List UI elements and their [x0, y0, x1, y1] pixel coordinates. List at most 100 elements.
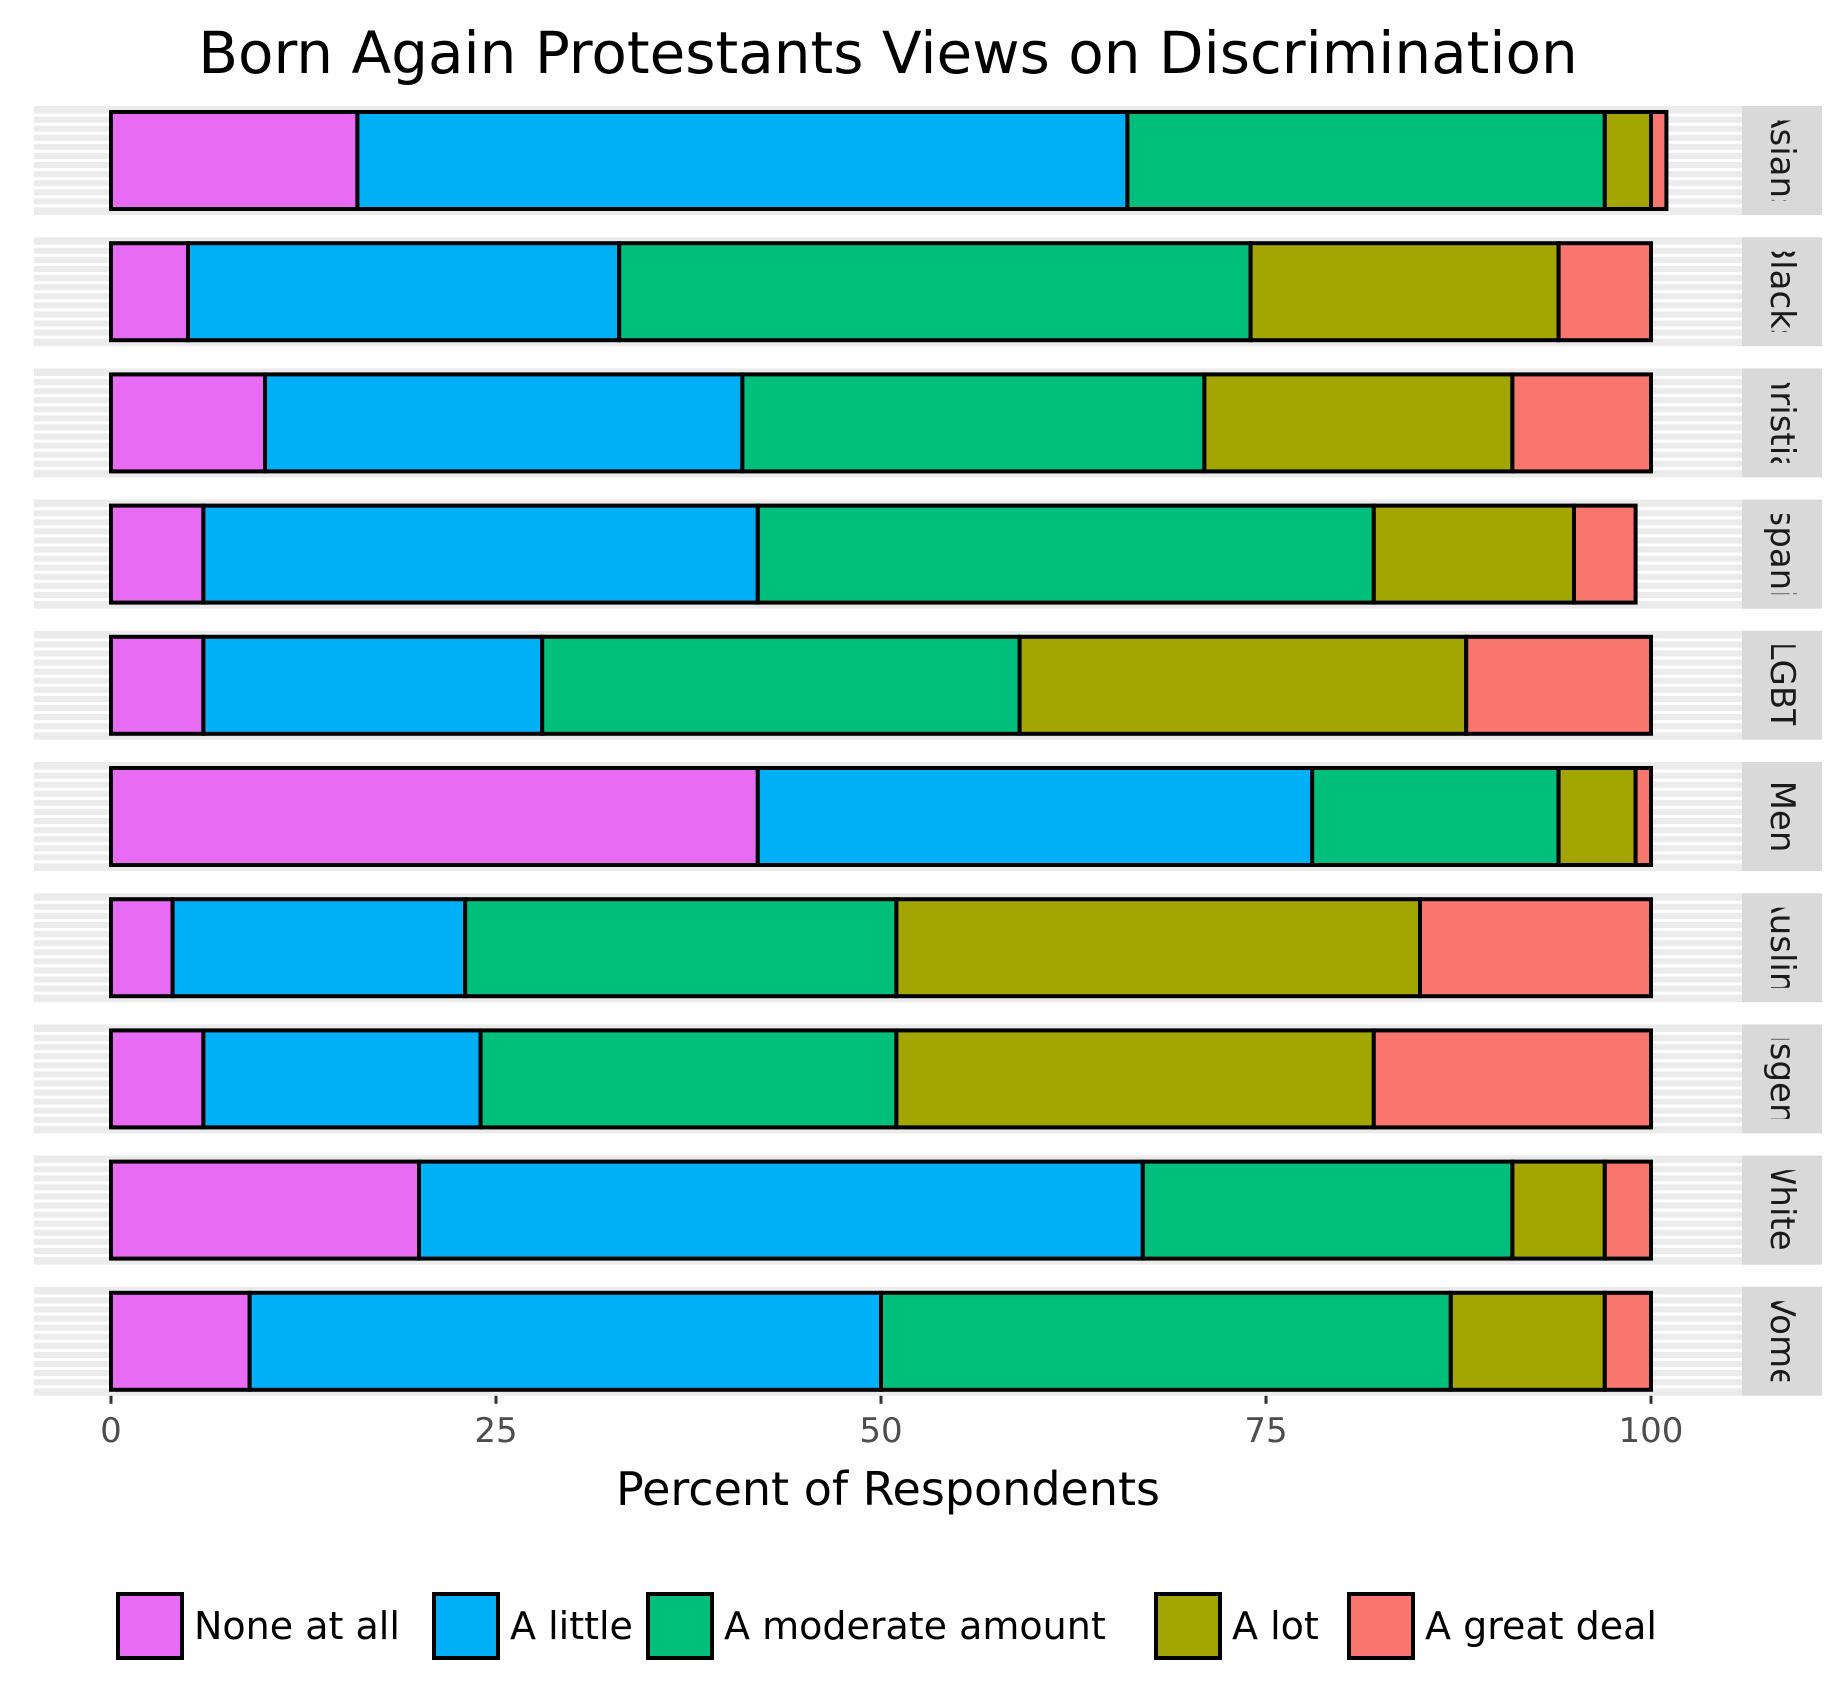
facet-strip: [1742, 368, 1822, 478]
bar-segment-a-great-deal: [1602, 1159, 1654, 1261]
bar-segment-a-lot: [1556, 766, 1638, 867]
bar-segment-a-lot: [1017, 634, 1469, 736]
legend-item-a-great-deal: A great deal: [1347, 1592, 1657, 1660]
facet-strip: [1742, 762, 1822, 871]
bar-segment-a-little: [201, 634, 545, 736]
facet-strip: [1742, 106, 1822, 215]
bar-segment-none-at-all: [109, 110, 360, 211]
legend-swatch: [646, 1592, 714, 1660]
facet-panel-hispanics: spani: [34, 499, 1822, 609]
x-tick-label: 25: [474, 1411, 517, 1451]
facet-panel-men: Men: [34, 762, 1822, 871]
bar-segment-a-lot: [894, 1028, 1376, 1130]
bar-segment-a-great-deal: [1572, 503, 1638, 605]
legend-label: A great deal: [1425, 1604, 1657, 1648]
bar-segment-a-great-deal: [1464, 634, 1653, 736]
facet-strip-label: Vome: [1762, 1294, 1802, 1389]
legend: None at all A little A moderate amount A lo…: [116, 1592, 1657, 1660]
bar-segment-a-moderate-amount: [617, 241, 1253, 343]
facet-panels: Asians Blacks hristia spani LGBT Men Auslim ısg…: [34, 105, 1822, 1396]
legend-item-a-lot: A lot: [1154, 1592, 1319, 1660]
x-tick-label: 100: [1619, 1411, 1684, 1451]
bar-segment-a-moderate-amount: [478, 1028, 899, 1130]
facet-strip: [1742, 1155, 1822, 1265]
facet-panel-asians: Asians: [34, 105, 1822, 216]
facet-strip-label: Men: [1762, 781, 1802, 853]
bar-segment-none-at-all: [109, 897, 175, 999]
x-tick-label: 75: [1244, 1411, 1287, 1451]
bar-segment-a-moderate-amount: [879, 1290, 1453, 1392]
facet-panel-blacks: Blacks: [34, 237, 1822, 347]
facet-strip-label: Blacks: [1762, 237, 1802, 347]
legend-label: A moderate amount: [724, 1604, 1106, 1648]
bar-segment-a-great-deal: [1418, 897, 1653, 999]
bar-segment-a-moderate-amount: [755, 503, 1376, 605]
bar-segment-a-lot: [1248, 241, 1561, 343]
bar-segment-a-moderate-amount: [463, 897, 899, 999]
bar-segment-none-at-all: [109, 1290, 252, 1392]
bar-segment-a-moderate-amount: [1140, 1159, 1515, 1261]
legend-label: A little: [510, 1604, 633, 1648]
facet-panel-transgender: ısgen: [34, 1024, 1822, 1134]
bar-segment-a-lot: [1510, 1159, 1607, 1261]
legend-swatch: [432, 1592, 500, 1660]
bar-segment-a-moderate-amount: [1310, 766, 1561, 867]
facet-strip-label: ısgen: [1762, 1033, 1802, 1124]
bar-segment-none-at-all: [109, 503, 206, 605]
bar-segment-none-at-all: [109, 1159, 421, 1261]
facet-strip: [1742, 1286, 1822, 1396]
bar-segment-a-great-deal: [1556, 241, 1653, 343]
bar-segment-a-little: [263, 372, 745, 474]
legend-item-a-little: A little: [432, 1592, 633, 1660]
bar-segment-none-at-all: [109, 241, 190, 343]
facet-strip-label: LGBT: [1762, 641, 1802, 731]
facet-panel-women: Vome: [34, 1286, 1822, 1396]
facet-panel-lgbt: LGBT: [34, 630, 1822, 740]
facet-strip: [1742, 1024, 1822, 1134]
bar-segment-a-little: [201, 503, 760, 605]
facet-panel-muslims: Auslim: [34, 890, 1822, 1005]
bar-segment-a-moderate-amount: [1125, 110, 1607, 211]
bar-segment-none-at-all: [109, 634, 206, 736]
facet-strip-label: Auslim: [1762, 890, 1802, 1005]
bar-segment-a-little: [417, 1159, 1145, 1261]
legend-label: A lot: [1232, 1604, 1319, 1648]
bar-segment-a-little: [186, 241, 622, 343]
bar-segment-a-lot: [1602, 110, 1654, 211]
bar-segment-a-little: [170, 897, 468, 999]
bar-segment-a-great-deal: [1510, 372, 1654, 474]
facet-strip: [1742, 499, 1822, 609]
facet-panel-whites: Whites: [34, 1152, 1822, 1269]
legend-swatch: [116, 1592, 184, 1660]
facet-strip-label: hristia: [1762, 370, 1802, 476]
bar-segment-a-great-deal: [1602, 1290, 1654, 1392]
bar-segment-a-great-deal: [1649, 110, 1669, 211]
x-axis-ticks: 0 25 50 75 100: [100, 1395, 1684, 1451]
bar-segment-a-lot: [1371, 503, 1577, 605]
bar-segment-a-little: [247, 1290, 884, 1392]
bar-segment-a-moderate-amount: [540, 634, 1022, 736]
facet-strip-label: Whites: [1762, 1152, 1802, 1269]
chart-title: Born Again Protestants Views on Discrimi…: [198, 19, 1578, 87]
bar-segment-a-great-deal: [1633, 766, 1653, 867]
x-tick-label: 50: [859, 1411, 902, 1451]
facet-strip-label: Asians: [1762, 105, 1802, 216]
bar-segment-none-at-all: [109, 766, 760, 867]
bar-segment-none-at-all: [109, 1028, 206, 1130]
facet-strip-label: spani: [1762, 509, 1802, 600]
bar-segment-a-little: [355, 110, 1130, 211]
bar-segment-a-lot: [1448, 1290, 1607, 1392]
facet-strip: [1742, 893, 1822, 1003]
facet-strip: [1742, 630, 1822, 740]
legend-swatch: [1347, 1592, 1415, 1660]
bar-segment-a-moderate-amount: [740, 372, 1207, 474]
legend-swatch: [1154, 1592, 1222, 1660]
legend-item-a-moderate-amount: A moderate amount: [646, 1592, 1106, 1660]
bar-segment-a-little: [201, 1028, 483, 1130]
legend-label: None at all: [194, 1604, 400, 1648]
bar-segment-a-lot: [1202, 372, 1515, 474]
bar-segment-a-great-deal: [1371, 1028, 1654, 1130]
bar-segment-none-at-all: [109, 372, 267, 474]
bar-segment-a-little: [755, 766, 1315, 867]
